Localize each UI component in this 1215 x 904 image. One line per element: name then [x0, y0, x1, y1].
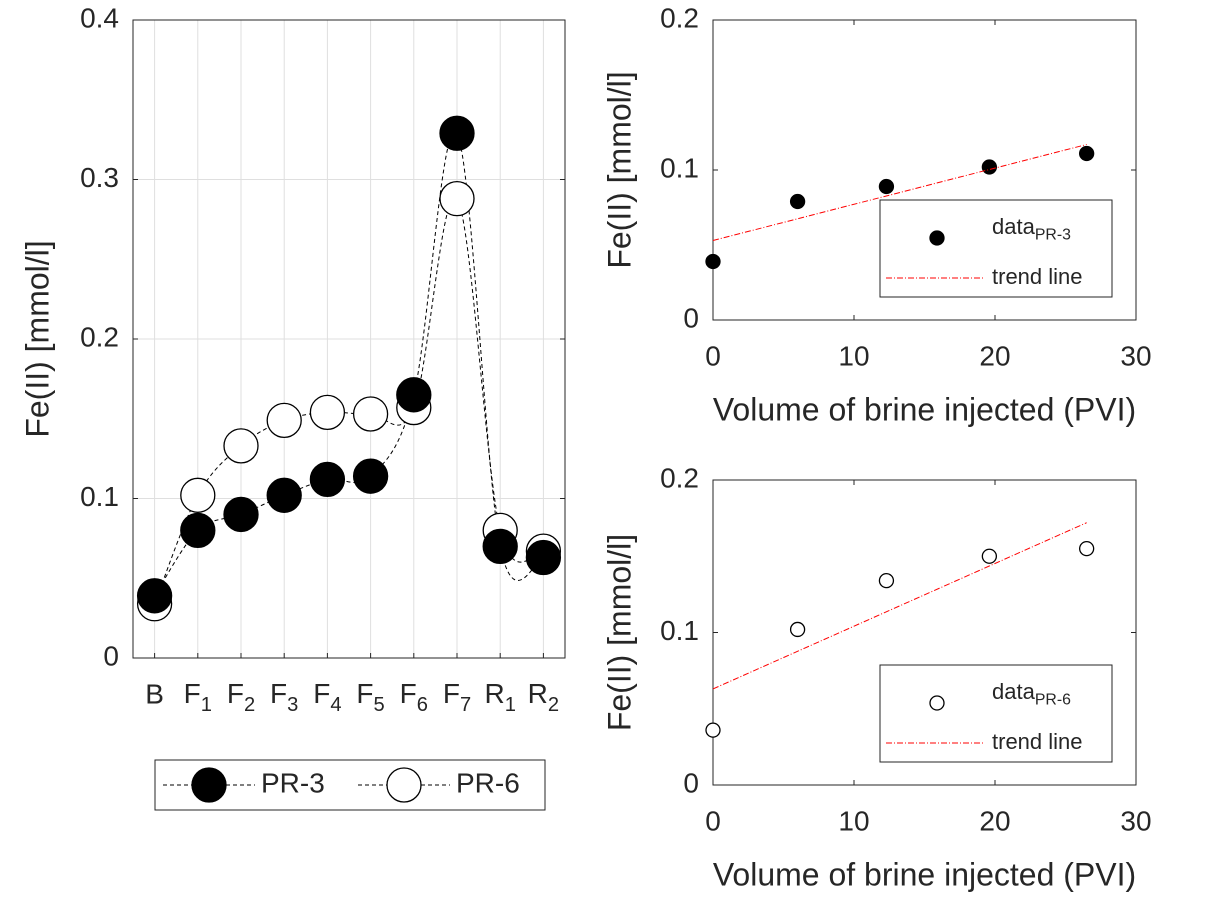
legend-label: dataPR-6 [992, 679, 1071, 709]
y-tick-label: 0.1 [80, 481, 119, 512]
y-tick-label: 0 [103, 640, 119, 671]
legend-label: PR-6 [456, 767, 520, 798]
point [705, 722, 721, 738]
point [352, 396, 389, 432]
y-tick-label: 0.4 [80, 2, 119, 33]
axes-box [132, 19, 566, 659]
x-tick-label: 30 [1120, 340, 1151, 371]
x-tick-label: 0 [705, 340, 721, 371]
x-tick-label: R2 [528, 678, 559, 716]
legend-label: trend line [992, 264, 1083, 289]
x-tick-label: F6 [400, 678, 428, 716]
point [981, 159, 998, 175]
y-tick-label: 0.2 [660, 462, 699, 493]
y-axis-label: Fe(II) [mmol/l] [601, 534, 637, 731]
legend-box [879, 664, 1113, 763]
x-tick-label: 30 [1120, 805, 1151, 836]
x-tick-label: 10 [838, 805, 869, 836]
y-tick-label: 0.2 [660, 2, 699, 33]
point [878, 573, 895, 589]
legend-marker [929, 230, 945, 246]
y-tick-label: 0.3 [80, 162, 119, 193]
point [439, 115, 475, 151]
x-tick-label: R1 [484, 678, 515, 716]
x-tick-label: 0 [705, 805, 721, 836]
point [482, 528, 518, 564]
y-tick-label: 0 [683, 767, 699, 798]
point [223, 496, 259, 533]
legend-label: PR-3 [261, 767, 325, 798]
x-tick-label: B [145, 678, 164, 709]
point [878, 178, 895, 195]
y-tick-label: 0.2 [80, 321, 119, 352]
point [705, 253, 721, 270]
point [309, 461, 346, 498]
legend-marker [929, 695, 945, 711]
y-axis-label: Fe(II) [mmol/l] [601, 71, 637, 268]
y-tick-label: 0.1 [660, 152, 699, 183]
point [525, 539, 562, 576]
trend-line [712, 144, 1087, 241]
point [981, 548, 998, 564]
x-tick-label: 20 [979, 805, 1010, 836]
axes-box [712, 19, 1137, 321]
point [439, 180, 475, 217]
x-tick-label: 10 [838, 340, 869, 371]
point [180, 477, 216, 513]
point [223, 428, 259, 464]
legend-label: trend line [992, 729, 1083, 754]
x-tick-label: F1 [184, 678, 212, 716]
y-tick-label: 0.1 [660, 615, 699, 646]
y-axis-label: Fe(II) [mmol/l] [19, 240, 55, 437]
x-tick-label: 20 [979, 340, 1010, 371]
legend-box [879, 199, 1113, 298]
x-axis-label: Volume of brine injected (PVI) [713, 856, 1136, 892]
x-tick-label: F4 [313, 678, 341, 716]
x-tick-label: F7 [443, 678, 471, 716]
series-line [154, 196, 544, 604]
axes-box [712, 479, 1137, 786]
point [352, 458, 389, 494]
trend-line [712, 522, 1087, 690]
point [396, 377, 432, 413]
point [1079, 540, 1095, 557]
x-axis-label: Volume of brine injected (PVI) [713, 391, 1136, 427]
point [266, 402, 302, 438]
legend-marker [386, 767, 422, 803]
point [789, 621, 806, 638]
point [789, 193, 806, 210]
x-tick-label: F5 [356, 678, 384, 716]
point [136, 578, 173, 614]
legend-label: dataPR-3 [992, 214, 1071, 244]
x-tick-label: F2 [227, 678, 255, 716]
point [180, 512, 216, 549]
point [1079, 145, 1095, 162]
point [266, 477, 302, 513]
legend-marker [191, 767, 227, 803]
y-tick-label: 0 [683, 302, 699, 333]
x-tick-label: F3 [270, 678, 298, 716]
point [309, 394, 346, 431]
